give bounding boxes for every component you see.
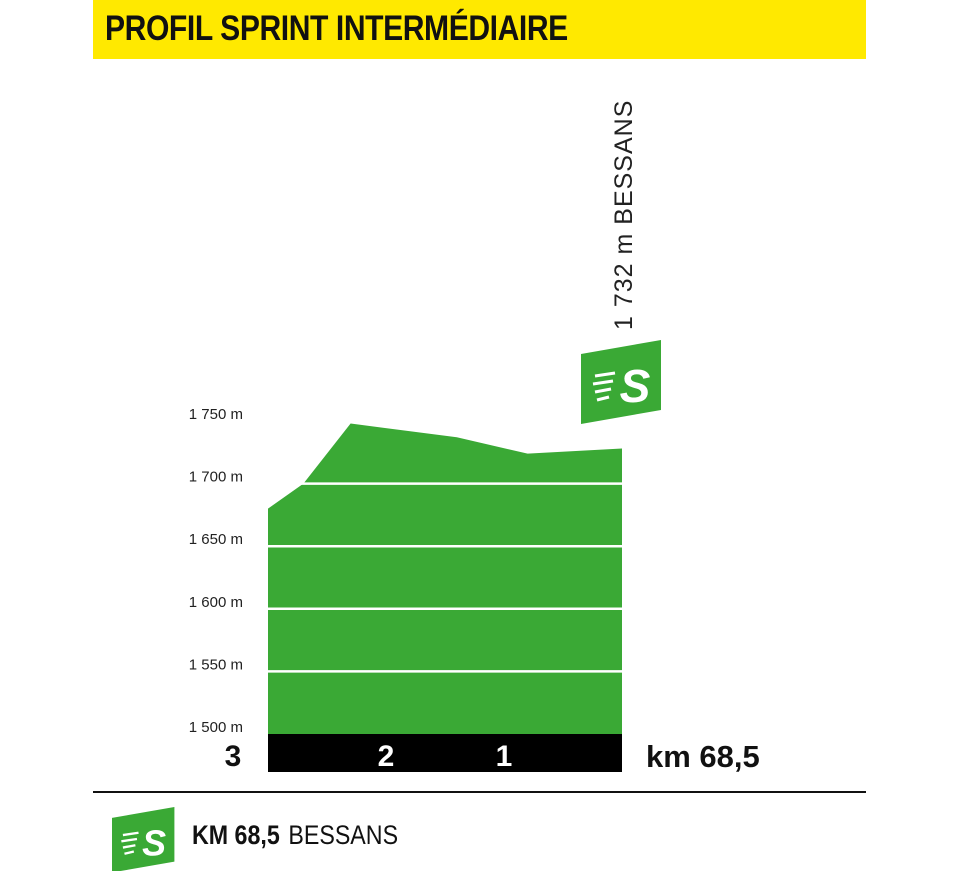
sprint-s-letter: S — [620, 360, 651, 412]
sprint-km-label: km 68,5 — [646, 739, 760, 774]
y-axis-labels: 1 500 m 1 550 m 1 600 m 1 650 m 1 700 m 1 750… — [189, 406, 243, 736]
distance-markers: 3 2 1 — [225, 740, 513, 773]
page-title: PROFIL SPRINT INTERMÉDIAIRE — [105, 9, 568, 48]
speed-line — [596, 395, 610, 402]
y-tick-label: 1 550 m — [189, 656, 243, 673]
sprint-icon-background — [581, 340, 661, 424]
y-tick-label: 1 650 m — [189, 531, 243, 548]
y-tick-label: 1 700 m — [189, 469, 243, 486]
km-marker: 1 — [496, 740, 513, 773]
sprint-s-letter: S — [142, 823, 166, 863]
speed-line — [594, 387, 612, 394]
grid-lines — [268, 482, 622, 673]
title-bar: PROFIL SPRINT INTERMÉDIAIRE — [93, 0, 866, 59]
footer-place: BESSANS — [288, 820, 399, 850]
sprint-s-icon: S — [581, 340, 661, 424]
speed-line — [594, 371, 616, 378]
km-marker: 2 — [378, 740, 395, 773]
summit-label: 1 732 m BESSANS — [610, 100, 638, 330]
y-tick-label: 1 600 m — [189, 594, 243, 611]
y-tick-label: 1 500 m — [189, 719, 243, 736]
elevation-profile-chart: 1 500 m 1 550 m 1 600 m 1 650 m 1 700 m 1 750… — [189, 100, 760, 774]
elevation-area — [268, 423, 622, 734]
speed-line — [122, 831, 139, 837]
speed-line — [124, 850, 135, 855]
sprint-icon-background — [112, 807, 175, 871]
distance-bar — [268, 734, 622, 772]
footer-summary: KM 68,5 BESSANS — [192, 820, 398, 851]
divider — [93, 791, 866, 793]
y-tick-label: 1 750 m — [189, 406, 243, 423]
footer-km: KM 68,5 — [192, 820, 280, 850]
speed-line — [121, 837, 138, 843]
sprint-s-icon: S — [112, 807, 175, 871]
speed-line — [122, 844, 136, 849]
speed-line — [592, 379, 614, 386]
km-marker: 3 — [225, 740, 242, 773]
